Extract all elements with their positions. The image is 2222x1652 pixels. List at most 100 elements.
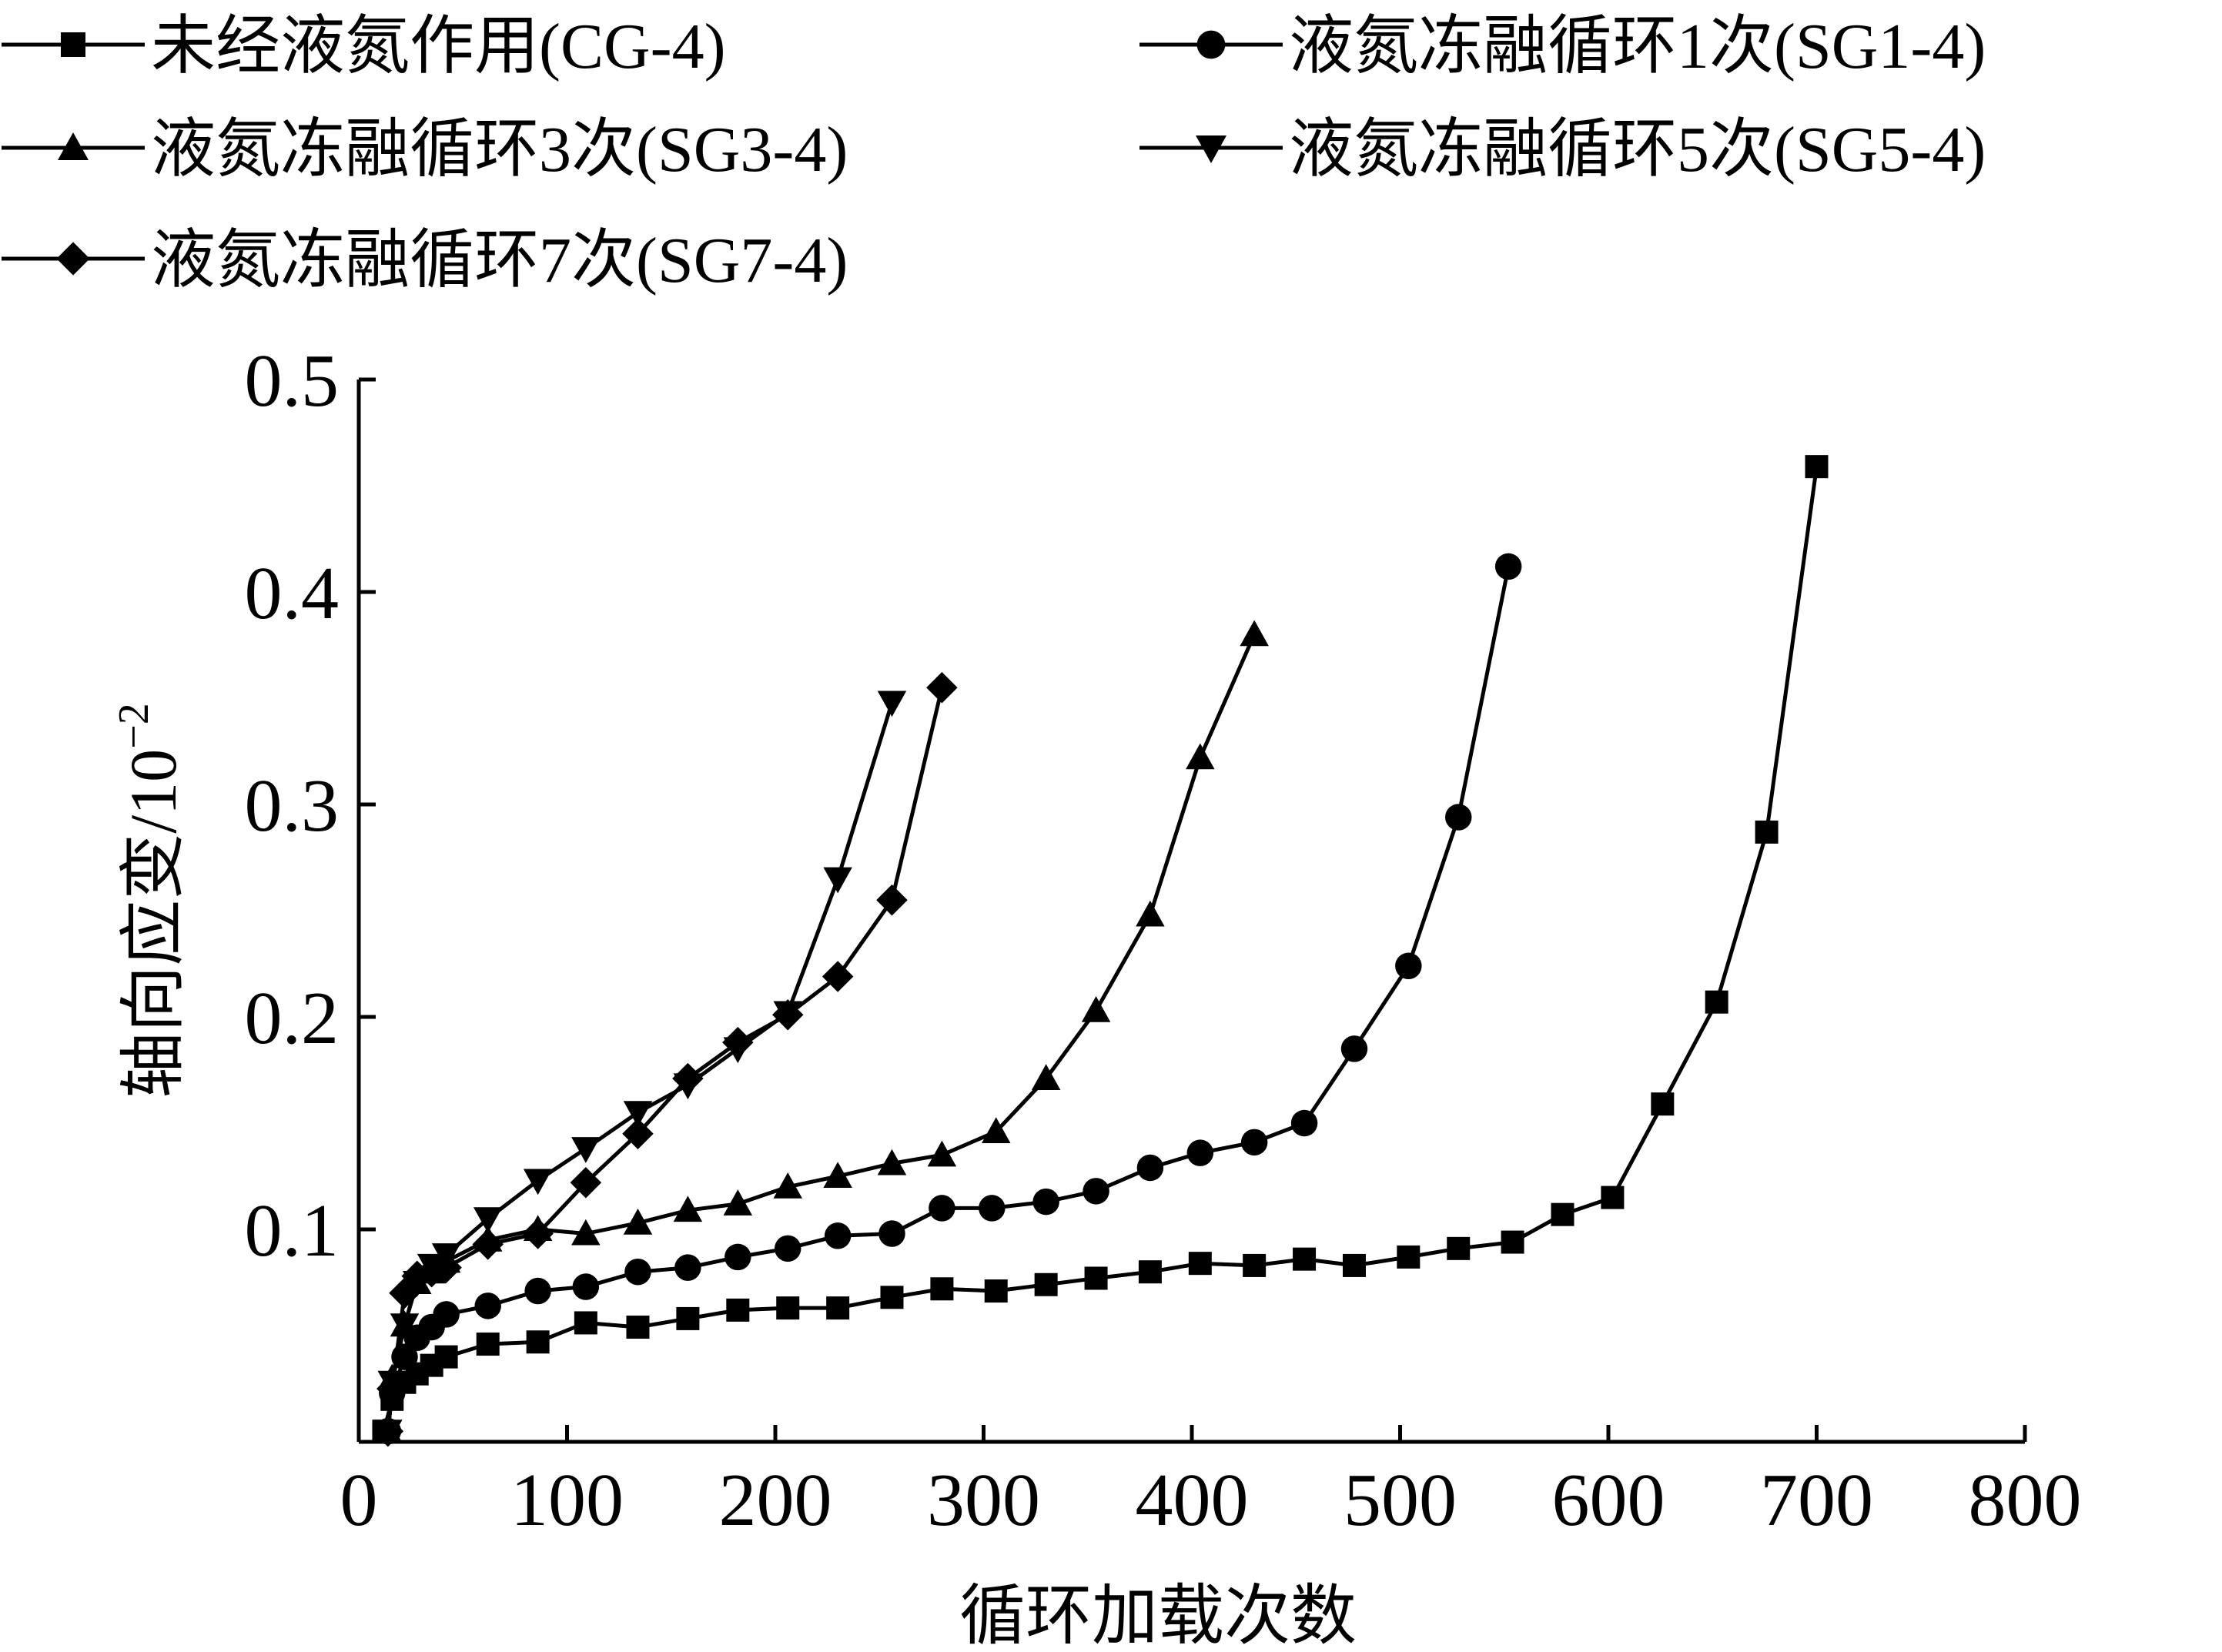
axes: 0 100 200 300 400 500 600 700 800 0.1 0.2 0.3 0.4 0.5 bbox=[245, 339, 2082, 1542]
y-tick-label: 0.1 bbox=[245, 1189, 340, 1272]
data-point bbox=[571, 1219, 601, 1246]
data-point bbox=[1397, 1245, 1421, 1269]
y-tick-label: 0.5 bbox=[245, 339, 340, 423]
data-point bbox=[1805, 455, 1829, 479]
data-point bbox=[880, 1286, 904, 1309]
data-point bbox=[824, 1222, 852, 1249]
data-point bbox=[929, 1195, 955, 1222]
data-point bbox=[523, 1169, 553, 1196]
data-point bbox=[1447, 1236, 1471, 1260]
data-point bbox=[1494, 553, 1522, 580]
data-point bbox=[624, 1258, 651, 1286]
data-point bbox=[1136, 900, 1165, 927]
legend-label: 液氮冻融循环5次(SG5-4) bbox=[1289, 114, 1986, 186]
data-point bbox=[522, 1218, 554, 1249]
data-point bbox=[574, 1311, 597, 1335]
data-point bbox=[822, 961, 854, 992]
data-point bbox=[1501, 1230, 1524, 1254]
legend-marker bbox=[58, 132, 89, 160]
data-point bbox=[1186, 1139, 1214, 1166]
data-point bbox=[878, 1220, 905, 1247]
data-point bbox=[622, 1118, 654, 1150]
legend-label: 液氮冻融循环7次(SG7-4) bbox=[151, 225, 848, 296]
series-line bbox=[386, 687, 944, 1432]
legend-item: 未经液氮作用(CG-4) bbox=[2, 11, 726, 82]
data-point bbox=[1188, 1252, 1212, 1276]
y-axis-label-exponent: −2 bbox=[110, 703, 158, 749]
data-point bbox=[1084, 1266, 1108, 1290]
data-point bbox=[1444, 804, 1472, 831]
data-point bbox=[390, 1313, 420, 1339]
data-point bbox=[926, 671, 958, 704]
data-point bbox=[372, 1415, 404, 1447]
data-point bbox=[571, 1137, 601, 1163]
data-point bbox=[1031, 1064, 1061, 1091]
data-point bbox=[526, 1330, 550, 1354]
data-point bbox=[1290, 1109, 1318, 1137]
data-point bbox=[1240, 620, 1269, 647]
y-axis-label: 轴向应变/10−2 bbox=[110, 703, 190, 1099]
x-tick-label: 400 bbox=[1136, 1459, 1249, 1542]
legend: 未经液氮作用(CG-4) 液氮冻融循环1次(SG1-4) 液氮冻融循环3次(SG3-… bbox=[2, 11, 1986, 296]
data-point bbox=[623, 1208, 653, 1235]
plot-area bbox=[372, 455, 1829, 1447]
data-point bbox=[472, 1229, 504, 1260]
data-point bbox=[726, 1298, 750, 1322]
data-point bbox=[1395, 952, 1422, 980]
data-point bbox=[1083, 1178, 1109, 1205]
data-point bbox=[572, 1273, 600, 1300]
data-point bbox=[623, 1101, 653, 1127]
y-axis-label-base: 轴向应变/10 bbox=[116, 749, 190, 1099]
data-point bbox=[1136, 1154, 1164, 1182]
x-tick-label: 100 bbox=[510, 1459, 624, 1542]
x-tick-label: 600 bbox=[1552, 1459, 1665, 1542]
legend-label: 液氮冻融循环1次(SG1-4) bbox=[1289, 11, 1986, 82]
data-point bbox=[626, 1315, 650, 1339]
x-tick-label: 800 bbox=[1969, 1459, 2082, 1542]
data-point bbox=[570, 1167, 602, 1199]
data-point bbox=[724, 1243, 751, 1271]
data-point bbox=[979, 1195, 1006, 1222]
series-1 bbox=[372, 455, 1829, 1443]
series-3 bbox=[373, 620, 1269, 1443]
data-point bbox=[876, 884, 908, 916]
legend-item: 液氮冻融循环7次(SG7-4) bbox=[2, 225, 848, 296]
data-point bbox=[877, 691, 907, 717]
data-point bbox=[1240, 1129, 1268, 1156]
data-point bbox=[1755, 820, 1779, 844]
data-point bbox=[930, 1277, 954, 1301]
data-point bbox=[927, 1140, 957, 1167]
data-point bbox=[1243, 1253, 1267, 1277]
data-point bbox=[1293, 1247, 1317, 1271]
x-tick-label: 500 bbox=[1344, 1459, 1457, 1542]
x-tick-label: 0 bbox=[340, 1459, 378, 1542]
x-tick-label: 700 bbox=[1760, 1459, 1873, 1542]
legend-item: 液氮冻融循环1次(SG1-4) bbox=[1139, 11, 1986, 82]
data-point bbox=[433, 1301, 460, 1328]
data-point bbox=[476, 1333, 500, 1356]
legend-marker bbox=[1196, 30, 1226, 59]
data-point bbox=[676, 1306, 700, 1330]
series-line bbox=[386, 634, 1257, 1432]
legend-item: 液氮冻融循环3次(SG3-4) bbox=[2, 114, 848, 186]
data-point bbox=[723, 1189, 753, 1216]
y-tick-label: 0.4 bbox=[245, 552, 340, 635]
data-point bbox=[774, 1235, 801, 1262]
data-point bbox=[826, 1296, 850, 1320]
data-point bbox=[1342, 1253, 1366, 1277]
data-point bbox=[430, 1252, 462, 1283]
legend-marker bbox=[56, 242, 90, 276]
data-point bbox=[984, 1279, 1008, 1303]
data-point bbox=[434, 1345, 458, 1369]
data-point bbox=[771, 998, 804, 1031]
data-point bbox=[823, 867, 852, 894]
x-tick-label: 200 bbox=[719, 1459, 832, 1542]
data-point bbox=[877, 1149, 907, 1175]
data-point bbox=[1705, 990, 1728, 1014]
legend-label: 液氮冻融循环3次(SG3-4) bbox=[151, 114, 848, 186]
data-point bbox=[524, 1277, 551, 1305]
y-tick-label: 0.2 bbox=[245, 977, 340, 1060]
data-point bbox=[1081, 995, 1111, 1022]
data-point bbox=[722, 1026, 754, 1058]
